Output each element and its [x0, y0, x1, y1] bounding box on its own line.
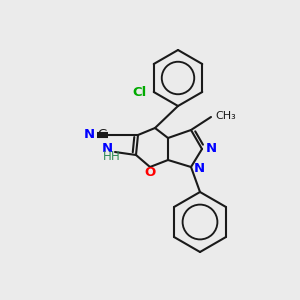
Text: C: C: [97, 128, 106, 140]
Text: N: N: [84, 128, 95, 140]
Text: H: H: [103, 151, 111, 164]
Text: Cl: Cl: [133, 85, 147, 98]
Text: N: N: [206, 142, 217, 155]
Text: CH₃: CH₃: [215, 111, 236, 121]
Text: N: N: [194, 163, 205, 176]
Text: H: H: [111, 151, 119, 164]
Text: N: N: [101, 142, 112, 154]
Text: O: O: [144, 166, 156, 178]
